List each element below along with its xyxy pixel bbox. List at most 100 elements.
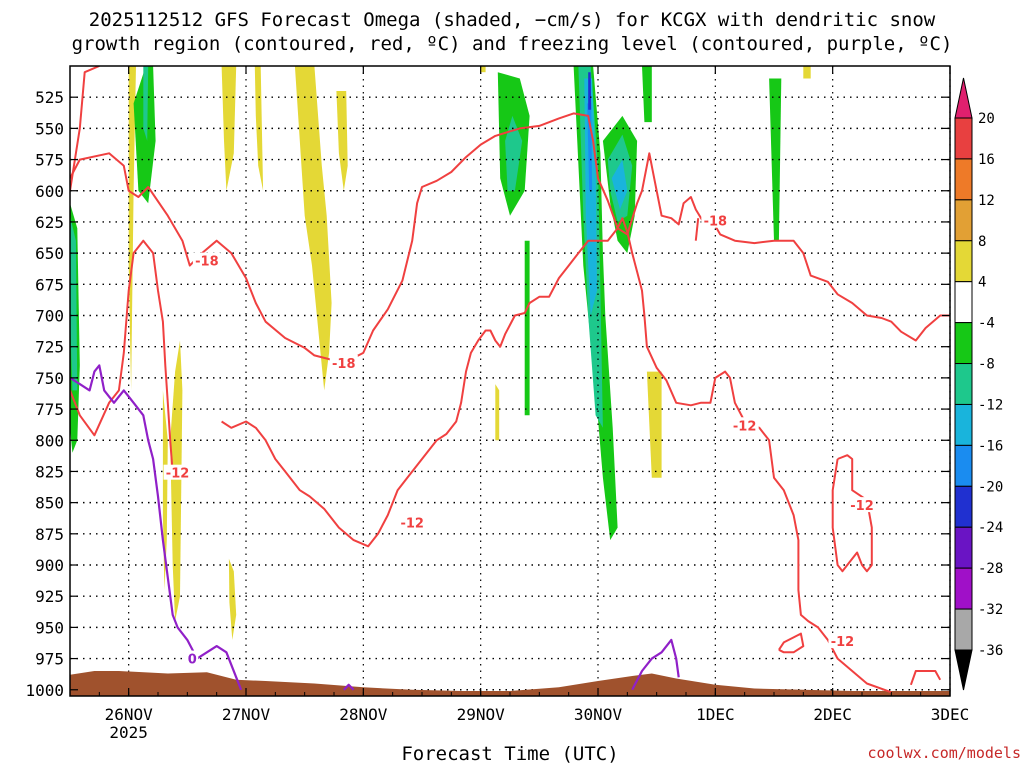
colorbar-label-5: -4 bbox=[978, 316, 995, 332]
dgz-contour-label-3-bg bbox=[163, 464, 192, 480]
omega-region-25 bbox=[584, 78, 597, 316]
x-tick-label-0: 26NOV bbox=[105, 705, 154, 724]
dgz-contour-label-4-bg bbox=[398, 514, 427, 530]
omega-region-22 bbox=[505, 115, 523, 191]
y-tick-label-19: 1000 bbox=[25, 681, 64, 700]
colorbar-label-13: -36 bbox=[978, 643, 1003, 659]
x-axis-label: Forecast Time (UTC) bbox=[401, 743, 619, 765]
colorbar-label-2: 12 bbox=[978, 193, 995, 209]
dgz-contour-label-5: -12 bbox=[733, 419, 757, 434]
x-tick-label-7: 3DEC bbox=[931, 705, 970, 724]
dgz-contour-label-6: -12 bbox=[831, 635, 855, 650]
colorbar-bin-7 bbox=[954, 403, 973, 446]
colorbar-label-12: -32 bbox=[978, 602, 1003, 618]
x-tick-label-2: 28NOV bbox=[339, 705, 388, 724]
omega-region-4 bbox=[228, 558, 237, 640]
y-tick-label-1: 550 bbox=[35, 119, 64, 138]
contour-label-layer: -18 -18 -18 -12 -12 -12 -12 -12 0 bbox=[163, 212, 876, 668]
axis-layer: 525 550 575 600 625 650 675 700 725 750 775 800 825 8… bbox=[25, 66, 969, 742]
colorbar-bottom-arrow bbox=[954, 649, 973, 691]
colorbar-bin-4 bbox=[954, 281, 973, 324]
dgz-contour-1 bbox=[70, 112, 950, 362]
freezing-contour-label-0-bg bbox=[186, 650, 199, 666]
colorbar-bin-1 bbox=[954, 158, 973, 201]
dgz-contour-label-7-bg bbox=[848, 497, 876, 513]
colorbar-label-6: -8 bbox=[978, 357, 995, 373]
omega-shading-layer bbox=[70, 66, 811, 640]
omega-region-21 bbox=[143, 66, 149, 141]
dgz-contour-label-2: -18 bbox=[704, 215, 728, 230]
colorbar-label-9: -20 bbox=[978, 479, 1003, 495]
colorbar-label-4: 4 bbox=[978, 275, 986, 291]
omega-region-14 bbox=[524, 240, 530, 416]
omega-region-17 bbox=[642, 66, 652, 123]
freezing-contour-2 bbox=[343, 683, 355, 691]
dgz-contour-label-2-bg bbox=[701, 212, 730, 228]
colorbar-bin-2 bbox=[954, 199, 973, 242]
x-tick-label-4: 30NOV bbox=[574, 705, 623, 724]
freezing-level-layer bbox=[70, 364, 680, 691]
y-tick-label-6: 675 bbox=[35, 275, 64, 294]
terrain-fill bbox=[70, 671, 950, 696]
omega-region-2 bbox=[170, 340, 183, 622]
y-tick-label-2: 575 bbox=[35, 151, 64, 170]
x-tick-label-6: 2DEC bbox=[813, 705, 852, 724]
omega-region-13 bbox=[133, 66, 156, 204]
colorbar-label-3: 8 bbox=[978, 234, 986, 250]
omega-region-7 bbox=[336, 91, 348, 191]
dgz-contour-label-4: -12 bbox=[400, 517, 424, 532]
omega-region-11 bbox=[480, 66, 486, 73]
colorbar-bin-11 bbox=[954, 567, 973, 610]
omega-region-10 bbox=[803, 66, 811, 79]
y-tick-label-15: 900 bbox=[35, 556, 64, 575]
dgz-contour-7 bbox=[831, 454, 873, 573]
chart-title-line-1: 2025112512 GFS Forecast Omega (shaded, −… bbox=[88, 9, 936, 31]
omega-region-5 bbox=[294, 66, 332, 391]
colorbar-label-0: 20 bbox=[978, 111, 995, 127]
credit-link[interactable]: coolwx.com/models bbox=[867, 744, 1021, 762]
x-tick-label-1: 27NOV bbox=[222, 705, 271, 724]
y-tick-label-17: 950 bbox=[35, 618, 64, 637]
omega-region-9 bbox=[646, 371, 662, 478]
terrain-layer bbox=[70, 671, 950, 696]
omega-region-8 bbox=[495, 384, 500, 441]
omega-region-3 bbox=[162, 390, 168, 590]
y-tick-label-4: 625 bbox=[35, 213, 64, 232]
colorbar-label-7: -12 bbox=[978, 397, 1003, 413]
omega-region-0 bbox=[128, 66, 136, 391]
y-tick-label-11: 800 bbox=[35, 431, 64, 450]
dgz-contour-3 bbox=[70, 239, 174, 473]
chart-title-line-2: growth region (contoured, red, ºC) and f… bbox=[71, 33, 953, 55]
colorbar-label-10: -24 bbox=[978, 520, 1003, 536]
y-tick-label-8: 725 bbox=[35, 338, 64, 357]
colorbar-label-8: -16 bbox=[978, 438, 1003, 454]
x-tick-sublabel-0: 2025 bbox=[109, 723, 148, 742]
dgz-contour-6 bbox=[778, 632, 805, 654]
colorbar-label-1: 16 bbox=[978, 152, 995, 168]
y-tick-label-13: 850 bbox=[35, 494, 64, 513]
omega-region-26 bbox=[611, 159, 628, 210]
dgz-contour-label-5-bg bbox=[730, 417, 759, 433]
colorbar-bin-12 bbox=[954, 608, 973, 651]
x-tick-label-5: 1DEC bbox=[696, 705, 735, 724]
y-tick-label-12: 825 bbox=[35, 462, 64, 481]
colorbar-bin-6 bbox=[954, 363, 973, 405]
y-tick-label-7: 700 bbox=[35, 307, 64, 326]
colorbar-bin-5 bbox=[954, 322, 973, 365]
omega-region-28 bbox=[588, 72, 592, 110]
dgz-contour-8 bbox=[909, 670, 942, 686]
y-tick-label-10: 775 bbox=[35, 400, 64, 419]
colorbar-bin-0 bbox=[954, 117, 973, 160]
freezing-contour-1 bbox=[631, 638, 680, 691]
y-tick-label-18: 975 bbox=[35, 650, 64, 669]
chart-title: 2025112512 GFS Forecast Omega (shaded, −… bbox=[0, 8, 1024, 56]
colorbar-bin-3 bbox=[954, 240, 973, 283]
colorbar-bin-9 bbox=[954, 485, 973, 528]
colorbar-bin-10 bbox=[954, 526, 973, 569]
y-tick-label-5: 650 bbox=[35, 244, 64, 263]
dgz-contour-layer bbox=[70, 66, 950, 694]
dgz-contour-label-0: -18 bbox=[195, 255, 219, 270]
y-tick-label-16: 925 bbox=[35, 587, 64, 606]
omega-region-19 bbox=[769, 78, 782, 241]
y-tick-label-3: 600 bbox=[35, 182, 64, 201]
